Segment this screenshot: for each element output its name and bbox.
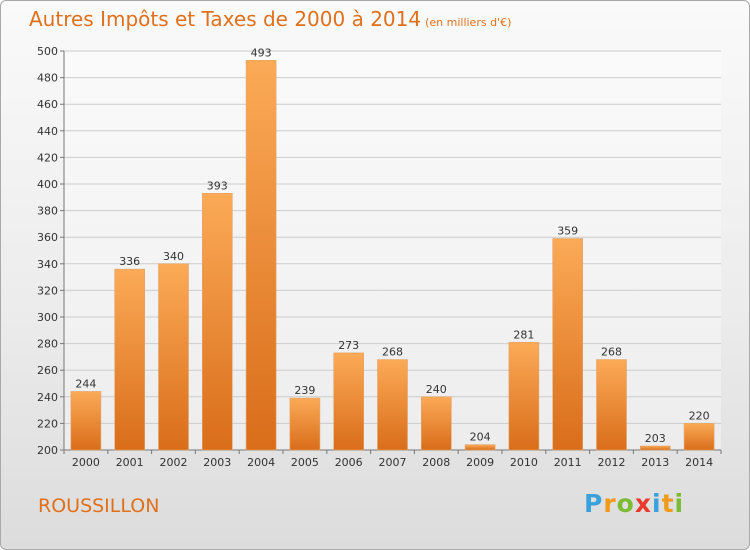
x-tick-label: 2014: [685, 456, 713, 469]
bar-2008: [420, 396, 452, 451]
data-label: 268: [601, 346, 622, 359]
y-tick-label: 400: [37, 178, 58, 191]
x-tick-label: 2010: [510, 456, 538, 469]
chart-subtitle: (en milliers d'€): [425, 16, 512, 29]
x-tick-label: 2003: [203, 456, 231, 469]
data-label: 203: [645, 432, 666, 445]
x-tick-label: 2012: [598, 456, 626, 469]
data-label: 336: [119, 255, 140, 268]
x-tick-label: 2009: [466, 456, 494, 469]
bar-2000: [70, 391, 102, 451]
chart-title: Autres Impôts et Taxes de 2000 à 2014 (en…: [29, 7, 511, 31]
x-tick-label: 2011: [554, 456, 582, 469]
y-tick-label: 320: [37, 284, 58, 297]
bar-2004: [245, 60, 277, 451]
y-tick-label: 280: [37, 338, 58, 351]
y-tick-label: 220: [37, 417, 58, 430]
y-tick-label: 500: [37, 45, 58, 58]
y-tick-label: 360: [37, 231, 58, 244]
x-tick-label: 2007: [379, 456, 407, 469]
logo-letter: i: [674, 489, 685, 518]
logo-letter: P: [584, 489, 604, 518]
y-tick-label: 300: [37, 311, 58, 324]
bar-2005: [289, 397, 321, 451]
logo-letter: r: [603, 489, 617, 518]
proxiti-logo[interactable]: Proxiti: [584, 489, 684, 518]
data-label: 359: [557, 225, 578, 238]
data-label: 340: [163, 250, 184, 263]
data-label: 493: [251, 46, 272, 59]
y-tick-label: 420: [37, 151, 58, 164]
logo-letter: i: [652, 489, 662, 518]
logo-letter: o: [616, 489, 635, 518]
y-tick-label: 260: [37, 364, 58, 377]
bar-2006: [333, 352, 365, 451]
bar-2013: [639, 445, 671, 451]
x-tick-label: 2004: [247, 456, 275, 469]
data-label: 239: [294, 384, 315, 397]
bar-2007: [377, 359, 408, 451]
bar-2010: [508, 341, 540, 451]
bar-2002: [158, 263, 189, 451]
y-tick-label: 200: [37, 444, 58, 457]
bar-2001: [114, 268, 145, 451]
data-label: 244: [75, 377, 96, 390]
x-tick-label: 2005: [291, 456, 319, 469]
y-tick-label: 340: [37, 258, 58, 271]
data-label: 393: [207, 179, 228, 192]
bar-2003: [202, 193, 233, 451]
x-tick-label: 2000: [72, 456, 100, 469]
y-tick-label: 440: [37, 125, 58, 138]
y-tick-label: 480: [37, 72, 58, 85]
bar-2009: [464, 444, 496, 451]
bar-2011: [552, 238, 584, 451]
x-tick-label: 2002: [160, 456, 188, 469]
y-tick-label: 460: [37, 98, 58, 111]
x-tick-label: 2006: [335, 456, 363, 469]
bar-2014: [683, 423, 715, 451]
data-label: 204: [470, 431, 491, 444]
town-name: ROUSSILLON: [38, 495, 160, 517]
data-label: 281: [513, 328, 534, 341]
data-label: 268: [382, 346, 403, 359]
x-tick-label: 2013: [641, 456, 669, 469]
y-tick-label: 240: [37, 391, 58, 404]
bar-2012: [596, 359, 627, 451]
logo-letter: t: [661, 489, 675, 518]
chart-title-text: Autres Impôts et Taxes de 2000 à 2014: [29, 7, 422, 31]
x-tick-label: 2001: [116, 456, 144, 469]
x-tick-label: 2008: [422, 456, 450, 469]
data-label: 240: [426, 383, 447, 396]
data-label: 220: [689, 409, 710, 422]
logo-letter: x: [634, 489, 652, 518]
y-tick-label: 380: [37, 205, 58, 218]
data-label: 273: [338, 339, 359, 352]
